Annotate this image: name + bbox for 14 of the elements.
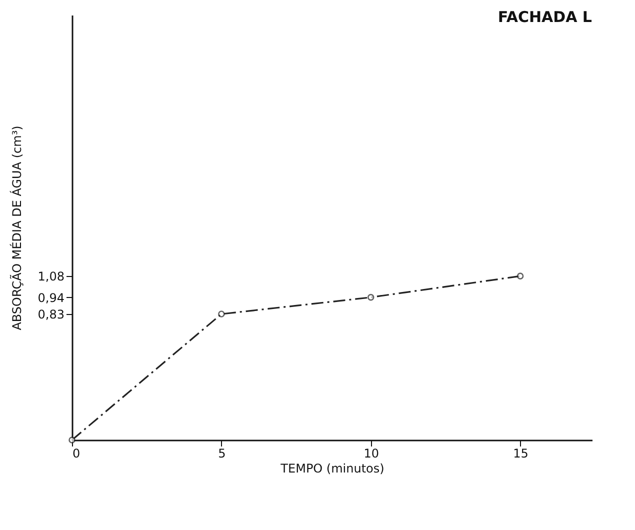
- y-axis-title: ABSORÇÃO MÉDIA DE ÁGUA (cm³): [8, 126, 24, 330]
- point: [516, 272, 524, 280]
- x-tick-label: 10: [364, 446, 379, 460]
- x-axis-title: TEMPO (minutos): [280, 462, 384, 476]
- chart-title: FACHADA L: [498, 8, 592, 26]
- y-tick-label: 1,08: [38, 270, 64, 284]
- y-tick-label: 0,83: [38, 308, 64, 322]
- x-tick-label: 5: [218, 446, 226, 460]
- x-tick-label: 15: [513, 446, 528, 460]
- point: [218, 310, 225, 318]
- point: [367, 294, 374, 301]
- y-tick-label: 0,94: [38, 290, 64, 305]
- point: [68, 436, 76, 444]
- x-tick-label: 0: [72, 446, 80, 460]
